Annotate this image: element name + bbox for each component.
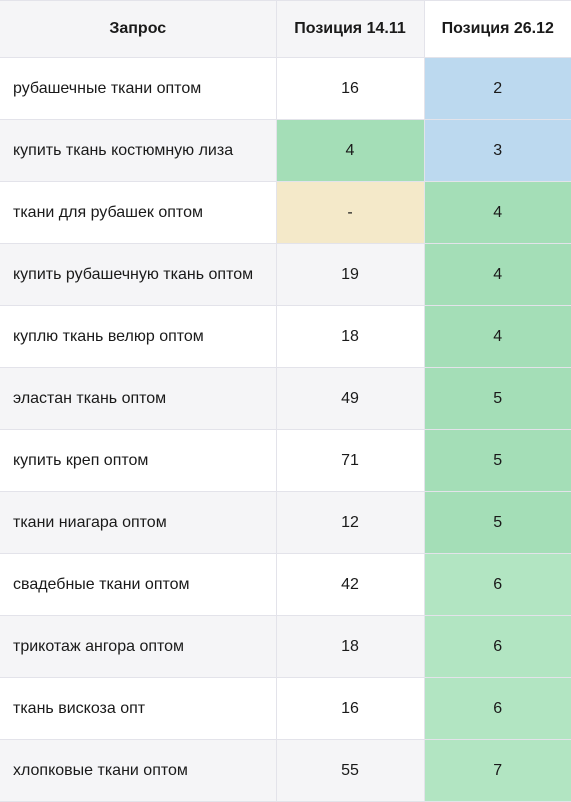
position-2612-cell: 7 <box>423 739 571 802</box>
position-1411-cell: 16 <box>275 57 425 120</box>
query-cell: трикотаж ангора оптом <box>0 615 277 678</box>
position-1411-cell: 18 <box>275 615 425 678</box>
query-cell: свадебные ткани оптом <box>0 553 277 616</box>
table-row: куплю ткань велюр оптом 18 4 <box>0 305 571 368</box>
position-1411-cell: 71 <box>275 429 425 492</box>
table-row: ткани для рубашек оптом - 4 <box>0 181 571 244</box>
position-1411-cell: 4 <box>275 119 425 182</box>
column-header-query: Запрос <box>0 0 277 58</box>
table-row: ткани ниагара оптом 12 5 <box>0 491 571 554</box>
position-2612-cell: 4 <box>423 305 571 368</box>
query-cell: рубашечные ткани оптом <box>0 57 277 120</box>
query-cell: эластан ткань оптом <box>0 367 277 430</box>
position-1411-cell: - <box>275 181 425 244</box>
position-1411-cell: 19 <box>275 243 425 306</box>
table-row: рубашечные ткани оптом 16 2 <box>0 57 571 120</box>
query-cell: куплю ткань велюр оптом <box>0 305 277 368</box>
position-1411-cell: 16 <box>275 677 425 740</box>
table-row: купить ткань костюмную лиза 4 3 <box>0 119 571 182</box>
table-row: эластан ткань оптом 49 5 <box>0 367 571 430</box>
position-1411-cell: 55 <box>275 739 425 802</box>
position-2612-cell: 4 <box>423 243 571 306</box>
query-cell: хлопковые ткани оптом <box>0 739 277 802</box>
position-2612-cell: 5 <box>423 491 571 554</box>
position-2612-cell: 3 <box>423 119 571 182</box>
table-row: купить рубашечную ткань оптом 19 4 <box>0 243 571 306</box>
column-header-position-1411: Позиция 14.11 <box>275 0 425 58</box>
position-1411-cell: 42 <box>275 553 425 616</box>
query-cell: купить рубашечную ткань оптом <box>0 243 277 306</box>
table-row: свадебные ткани оптом 42 6 <box>0 553 571 616</box>
position-2612-cell: 6 <box>423 677 571 740</box>
position-2612-cell: 6 <box>423 615 571 678</box>
table-header-row: Запрос Позиция 14.11 Позиция 26.12 <box>0 0 571 58</box>
position-2612-cell: 4 <box>423 181 571 244</box>
query-cell: ткань вискоза опт <box>0 677 277 740</box>
query-cell: ткани ниагара оптом <box>0 491 277 554</box>
query-cell: ткани для рубашек оптом <box>0 181 277 244</box>
table-row: хлопковые ткани оптом 55 7 <box>0 739 571 802</box>
position-1411-cell: 18 <box>275 305 425 368</box>
query-cell: купить креп оптом <box>0 429 277 492</box>
position-1411-cell: 12 <box>275 491 425 554</box>
table-row: трикотаж ангора оптом 18 6 <box>0 615 571 678</box>
position-1411-cell: 49 <box>275 367 425 430</box>
position-2612-cell: 5 <box>423 429 571 492</box>
position-2612-cell: 2 <box>423 57 571 120</box>
position-2612-cell: 6 <box>423 553 571 616</box>
query-cell: купить ткань костюмную лиза <box>0 119 277 182</box>
position-2612-cell: 5 <box>423 367 571 430</box>
table-row: купить креп оптом 71 5 <box>0 429 571 492</box>
table-row: ткань вискоза опт 16 6 <box>0 677 571 740</box>
column-header-position-2612: Позиция 26.12 <box>423 0 571 58</box>
